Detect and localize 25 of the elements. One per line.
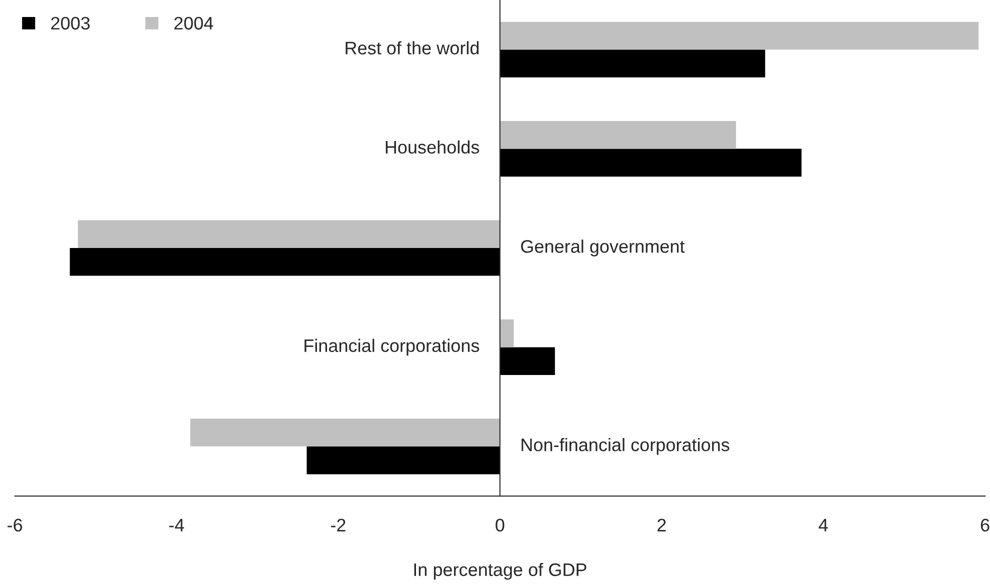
y-tick-label: Households (386, 140, 480, 154)
bar (500, 22, 979, 50)
bar (78, 220, 500, 248)
y-tick-label: Financial corporations (304, 338, 480, 356)
legend-label: 2004 (174, 16, 214, 30)
x-tick-label: -4 (169, 518, 184, 532)
bar (190, 418, 500, 446)
bar (500, 121, 736, 149)
bar (70, 248, 500, 276)
x-tick-label: 4 (818, 518, 828, 532)
bar (500, 319, 514, 348)
x-tick-label: 6 (980, 518, 990, 532)
x-tick-label: 2 (658, 518, 666, 532)
bar (500, 347, 555, 375)
x-tick-label: 0 (496, 518, 504, 532)
x-axis-title: In percentage of GDP (414, 562, 586, 580)
y-tick-label: General government (521, 240, 685, 256)
bar (500, 148, 802, 177)
y-tick-label: Non-financial corporations (522, 438, 730, 455)
bar (500, 50, 766, 78)
legend-label: 2003 (51, 16, 90, 30)
bar (306, 446, 500, 474)
y-tick-label: Rest of the world (346, 41, 479, 54)
x-tick-label: -6 (8, 518, 22, 532)
x-tick-label: -2 (331, 518, 346, 532)
